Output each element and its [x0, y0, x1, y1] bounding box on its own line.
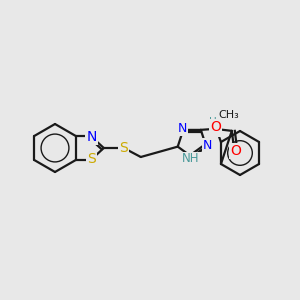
Text: S: S — [119, 141, 128, 155]
Text: O: O — [230, 144, 241, 158]
Text: N: N — [178, 122, 187, 135]
Text: H: H — [209, 117, 217, 127]
Text: N: N — [87, 130, 97, 144]
Text: N: N — [202, 139, 212, 152]
Text: NH: NH — [182, 152, 200, 166]
Text: O: O — [211, 120, 221, 134]
Text: S: S — [87, 152, 96, 166]
Text: CH₃: CH₃ — [219, 110, 239, 120]
Text: N: N — [210, 123, 220, 136]
